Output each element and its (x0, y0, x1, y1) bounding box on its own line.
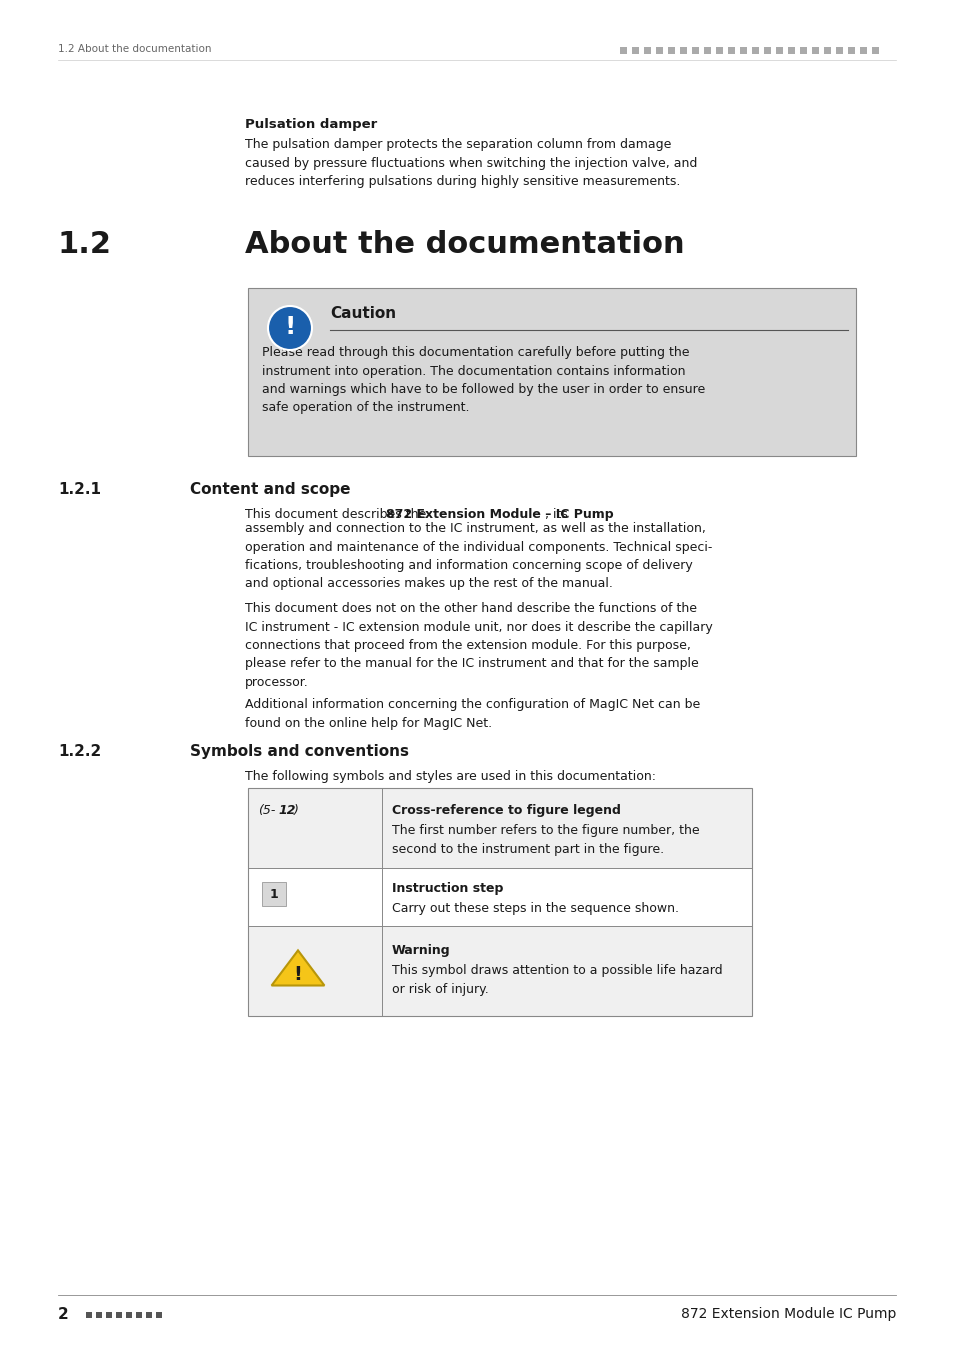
Text: About the documentation: About the documentation (245, 230, 684, 259)
FancyBboxPatch shape (156, 1312, 162, 1318)
Text: The following symbols and styles are used in this documentation:: The following symbols and styles are use… (245, 769, 656, 783)
FancyBboxPatch shape (800, 47, 806, 54)
Text: , its: , its (545, 508, 568, 521)
Circle shape (268, 306, 312, 350)
FancyBboxPatch shape (106, 1312, 112, 1318)
FancyBboxPatch shape (763, 47, 770, 54)
FancyBboxPatch shape (116, 1312, 122, 1318)
FancyBboxPatch shape (716, 47, 722, 54)
Text: ): ) (294, 805, 298, 817)
FancyBboxPatch shape (775, 47, 782, 54)
Text: !: ! (294, 964, 302, 984)
Text: Instruction step: Instruction step (392, 882, 503, 895)
FancyBboxPatch shape (787, 47, 794, 54)
Text: Carry out these steps in the sequence shown.: Carry out these steps in the sequence sh… (392, 902, 679, 915)
Text: assembly and connection to the IC instrument, as well as the installation,
opera: assembly and connection to the IC instru… (245, 522, 712, 590)
Text: Symbols and conventions: Symbols and conventions (190, 744, 409, 759)
Text: This document does not on the other hand describe the functions of the
IC instru: This document does not on the other hand… (245, 602, 712, 688)
Text: Content and scope: Content and scope (190, 482, 350, 497)
Text: (5-: (5- (257, 805, 275, 817)
Text: Warning: Warning (392, 944, 450, 957)
Text: The first number refers to the figure number, the
second to the instrument part : The first number refers to the figure nu… (392, 824, 699, 856)
FancyBboxPatch shape (679, 47, 686, 54)
FancyBboxPatch shape (667, 47, 675, 54)
FancyBboxPatch shape (96, 1312, 102, 1318)
Polygon shape (272, 950, 324, 986)
Text: Please read through this documentation carefully before putting the
instrument i: Please read through this documentation c… (262, 346, 704, 414)
FancyBboxPatch shape (740, 47, 746, 54)
FancyBboxPatch shape (847, 47, 854, 54)
Text: 1.2 About the documentation: 1.2 About the documentation (58, 45, 212, 54)
FancyBboxPatch shape (146, 1312, 152, 1318)
FancyBboxPatch shape (703, 47, 710, 54)
FancyBboxPatch shape (619, 47, 626, 54)
FancyBboxPatch shape (262, 882, 286, 906)
FancyBboxPatch shape (248, 868, 751, 926)
FancyBboxPatch shape (643, 47, 650, 54)
Text: This document describes the: This document describes the (245, 508, 430, 521)
FancyBboxPatch shape (631, 47, 639, 54)
Text: 12: 12 (277, 805, 295, 817)
Text: Pulsation damper: Pulsation damper (245, 117, 376, 131)
Text: 2: 2 (58, 1307, 69, 1322)
FancyBboxPatch shape (86, 1312, 91, 1318)
Text: 872 Extension Module IC Pump: 872 Extension Module IC Pump (679, 1307, 895, 1322)
FancyBboxPatch shape (691, 47, 699, 54)
FancyBboxPatch shape (811, 47, 818, 54)
FancyBboxPatch shape (823, 47, 830, 54)
FancyBboxPatch shape (751, 47, 759, 54)
FancyBboxPatch shape (248, 788, 751, 868)
FancyBboxPatch shape (126, 1312, 132, 1318)
Text: The pulsation damper protects the separation column from damage
caused by pressu: The pulsation damper protects the separa… (245, 138, 697, 188)
Text: Cross-reference to figure legend: Cross-reference to figure legend (392, 805, 620, 817)
FancyBboxPatch shape (727, 47, 734, 54)
FancyBboxPatch shape (871, 47, 878, 54)
FancyBboxPatch shape (656, 47, 662, 54)
Text: 1.2.1: 1.2.1 (58, 482, 101, 497)
FancyBboxPatch shape (859, 47, 866, 54)
Text: !: ! (284, 315, 295, 339)
FancyBboxPatch shape (248, 926, 751, 1017)
Text: 1: 1 (270, 887, 278, 900)
Text: This symbol draws attention to a possible life hazard
or risk of injury.: This symbol draws attention to a possibl… (392, 964, 721, 995)
FancyBboxPatch shape (136, 1312, 142, 1318)
Text: 1.2: 1.2 (58, 230, 112, 259)
Text: Caution: Caution (330, 306, 395, 321)
Text: 872 Extension Module – IC Pump: 872 Extension Module – IC Pump (386, 508, 614, 521)
FancyBboxPatch shape (835, 47, 842, 54)
FancyBboxPatch shape (248, 288, 855, 456)
Text: 1.2.2: 1.2.2 (58, 744, 101, 759)
Text: Additional information concerning the configuration of MagIC Net can be
found on: Additional information concerning the co… (245, 698, 700, 729)
